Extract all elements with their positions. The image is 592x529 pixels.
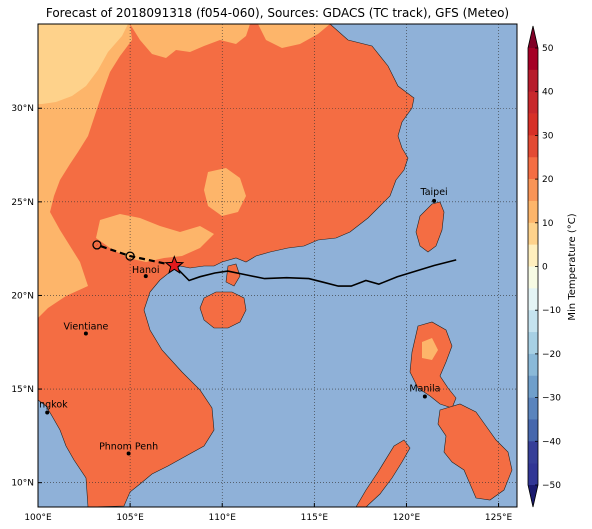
- forecast-point: [125, 251, 135, 261]
- colorbar: 50 40 30 20 10 0 −10 −20 −30 −40 −50: [527, 25, 561, 508]
- forecast-point: [92, 240, 102, 250]
- colorbar-tick-label: −30: [542, 394, 561, 404]
- colorbar-label: Min Temperature (°C): [567, 213, 578, 320]
- taiwan-island: [415, 201, 445, 253]
- colorbar-segment: [528, 222, 538, 245]
- city-dot: [45, 410, 50, 415]
- colorbar-tick-label: −40: [542, 437, 561, 447]
- track-forecast: [96, 243, 175, 267]
- colorbar-segment: [528, 48, 538, 71]
- colorbar-tick-label: 10: [542, 219, 554, 229]
- city-label: Phnom Penh: [99, 441, 158, 452]
- city-dot: [422, 394, 427, 399]
- mainland-landmass: [38, 24, 415, 507]
- colorbar-segment: [528, 91, 538, 114]
- colorbar-segment: [528, 135, 538, 158]
- lon-tick-label: 120°E: [393, 513, 421, 523]
- city-dot: [126, 451, 131, 456]
- colorbar-segment: [528, 157, 538, 180]
- temperature-zones: [38, 24, 438, 360]
- zone-cool-luzon: [422, 338, 438, 360]
- lat-tick-label: 30°N: [11, 104, 34, 114]
- colorbar-extend-top: [528, 26, 538, 48]
- city-dot: [432, 198, 437, 203]
- visayas-islands: [437, 403, 513, 501]
- colorbar-segment: [528, 200, 538, 224]
- city-label: Vientiane: [63, 321, 108, 332]
- colorbar-segment: [528, 266, 538, 289]
- zone-cool-north: [130, 24, 250, 58]
- storm-position-star: [164, 255, 185, 274]
- colorbar-tick-label: 20: [542, 175, 554, 185]
- luzon-island: [409, 321, 457, 409]
- colorbar-tick-label: −10: [542, 306, 561, 316]
- colorbar-segment: [528, 310, 538, 333]
- city-label: Taipei: [419, 187, 447, 198]
- map-gridlines: [38, 24, 517, 507]
- colorbar-segment: [528, 441, 538, 464]
- colorbar-segment: [528, 69, 538, 92]
- longitude-ticks: 100°E 105°E 110°E 115°E 120°E 125°E: [24, 503, 513, 523]
- city-dot: [83, 331, 88, 336]
- colorbar-segment: [528, 397, 538, 420]
- city-label: Bangkok: [27, 399, 68, 410]
- latitude-ticks: 10°N 15°N 20°N 25°N 30°N: [11, 104, 42, 489]
- lat-tick-label: 10°N: [11, 479, 34, 489]
- city-label: Manila: [409, 384, 440, 395]
- lon-tick-label: 115°E: [301, 513, 329, 523]
- map-layer: Taipei Hanoi Vientiane Manila Bangkok Phnom P…: [27, 24, 517, 507]
- track-observed: [173, 259, 457, 287]
- forecast-points: [92, 240, 135, 261]
- zone-cool-guangxi: [204, 168, 246, 216]
- lon-tick-label: 100°E: [24, 513, 52, 523]
- lat-tick-label: 15°N: [11, 385, 34, 395]
- zone-cool-west: [96, 214, 214, 262]
- city-label: Hanoi: [132, 265, 159, 276]
- figure-title: Forecast of 2018091318 (f054-060), Sourc…: [45, 6, 510, 20]
- zone-cool-northeast: [258, 24, 330, 48]
- colorbar-segment: [528, 244, 538, 267]
- zone-coldest-plateau: [38, 24, 128, 104]
- lon-tick-label: 105°E: [116, 513, 144, 523]
- colorbar-segment: [528, 463, 538, 486]
- colorbar-tick-label: 30: [542, 131, 554, 141]
- lon-tick-label: 110°E: [209, 513, 237, 523]
- hainan-island: [199, 291, 247, 329]
- colorbar-segment: [528, 353, 538, 377]
- colorbar-tick-label: −50: [542, 481, 561, 491]
- colorbar-segment: [528, 419, 538, 442]
- palawan-island: [355, 439, 411, 507]
- colorbar-segment: [528, 113, 538, 136]
- land-layer: [38, 24, 513, 507]
- colorbar-segment: [528, 179, 538, 202]
- colorbar-segment: [528, 332, 538, 355]
- lat-tick-label: 20°N: [11, 291, 34, 301]
- colorbar-tick-label: −20: [542, 350, 561, 360]
- leizhou-peninsula: [225, 263, 241, 287]
- colorbar-tick-label: 50: [542, 44, 554, 54]
- city-markers: Taipei Hanoi Vientiane Manila Bangkok Phnom P…: [27, 187, 448, 456]
- colorbar-tick-label: 0: [542, 263, 548, 273]
- lon-tick-label: 125°E: [485, 513, 513, 523]
- city-dot: [143, 274, 148, 279]
- colorbar-segment: [528, 375, 538, 398]
- map-frame: [37, 23, 518, 508]
- lat-tick-label: 25°N: [11, 198, 34, 208]
- colorbar-extend-bottom: [528, 485, 538, 507]
- colorbar-tick-label: 40: [542, 88, 554, 98]
- colorbar-segment: [528, 288, 538, 311]
